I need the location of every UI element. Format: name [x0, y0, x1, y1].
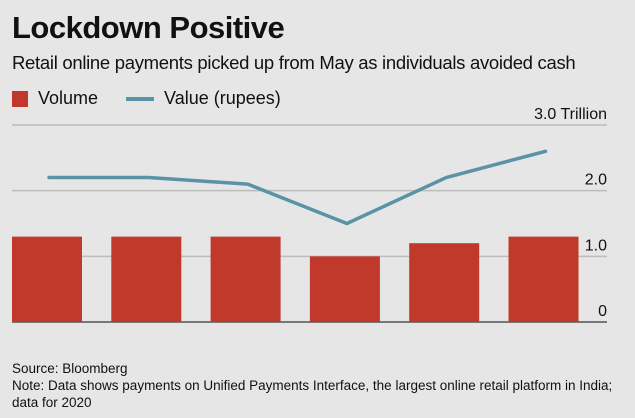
chart-subtitle: Retail online payments picked up from Ma…	[12, 52, 576, 73]
bar-volume	[210, 236, 281, 322]
legend-swatch-volume	[12, 90, 28, 107]
note-text: Note: Data shows payments on Unified Pay…	[12, 378, 613, 410]
y-tick-label: 2.0	[585, 172, 607, 189]
legend-label-value: Value (rupees)	[164, 88, 281, 108]
y-tick-label: 1.0	[585, 237, 607, 254]
bar-volume	[409, 243, 480, 322]
legend-label-volume: Volume	[38, 88, 99, 108]
source-text: Source: Bloomberg	[12, 361, 128, 376]
legend-swatch-value	[126, 96, 155, 101]
bar-volume	[508, 236, 579, 322]
chart-title: Lockdown Positive	[12, 10, 285, 45]
source-notes: Source: Bloomberg Note: Data shows payme…	[12, 360, 622, 411]
bar-volume	[111, 236, 182, 322]
y-tick-label: 0	[598, 303, 607, 320]
bar-volume	[309, 256, 380, 322]
bar-volume	[12, 236, 82, 322]
y-tick-label: 3.0 Trillion	[534, 106, 607, 123]
line-value	[47, 149, 548, 226]
legend: Volume Value (rupees)	[12, 88, 281, 109]
